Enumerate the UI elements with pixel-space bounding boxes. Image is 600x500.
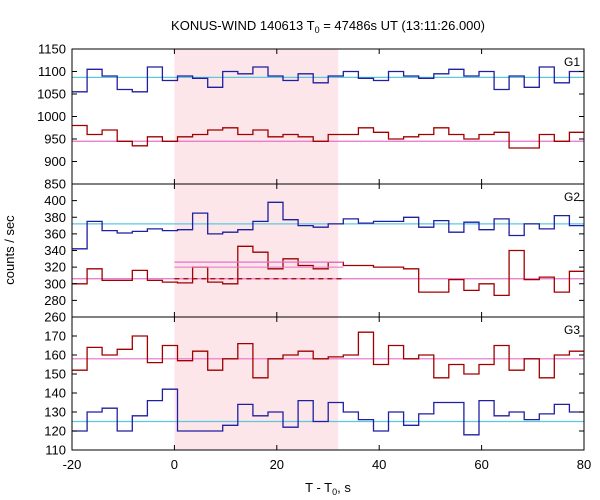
y-tick-label: 900 (44, 154, 66, 169)
y-tick-label: 110 (45, 443, 66, 458)
y-tick-label: 380 (44, 210, 66, 225)
panel-label: G2 (564, 190, 580, 204)
y-tick-label: 170 (44, 329, 66, 344)
y-tick-label: 260 (44, 310, 66, 325)
panel-label: G3 (564, 323, 580, 337)
y-tick-label: 1050 (37, 87, 66, 102)
series-line-red (72, 124, 584, 149)
y-axis-label: counts / sec (2, 215, 17, 285)
y-tick-label: 160 (44, 348, 66, 363)
y-tick-label: 1150 (38, 42, 66, 57)
y-tick-label: 120 (44, 424, 66, 439)
x-axis-label: T - T0, s (305, 480, 351, 497)
series-line-blue (72, 66, 584, 93)
panel-frame (71, 316, 585, 451)
series-line-blue (72, 201, 584, 250)
x-axis-ticks: -20 0 20 40 60 80 (63, 457, 592, 472)
y-tick-label: 950 (44, 132, 66, 147)
y-tick-label: 130 (44, 405, 66, 420)
y-tick-label: 360 (44, 226, 66, 241)
y-tick-label: 1000 (37, 109, 66, 124)
y-tick-label: 400 (44, 193, 66, 208)
shaded-interval (174, 49, 339, 450)
chart-title: KONUS-WIND 140613 T0 = 47486s UT (13:11:… (171, 18, 485, 35)
y-tick-label: 850 (44, 177, 66, 192)
x-tick-label: 40 (372, 457, 386, 472)
x-tick-label: 80 (577, 457, 591, 472)
y-tick-label: 300 (44, 276, 66, 291)
y-tick-label: 340 (44, 243, 66, 258)
series-line-red (72, 331, 584, 379)
y-tick-label: 280 (44, 293, 66, 308)
y-tick-label: 140 (44, 386, 66, 401)
y-tick-label: 320 (44, 260, 66, 275)
x-tick-label: -20 (63, 457, 82, 472)
panel-g3: 110 120 130 140 150 160 170 G3 (44, 316, 585, 458)
x-tick-label: 0 (171, 457, 178, 472)
y-tick-label: 150 (44, 367, 66, 382)
x-tick-label: 60 (474, 457, 488, 472)
x-tick-label: 20 (270, 457, 284, 472)
series-line-red (72, 245, 584, 297)
series-line-blue (72, 388, 584, 440)
y-tick-label: 1100 (38, 64, 66, 79)
panel-label: G1 (564, 55, 580, 69)
